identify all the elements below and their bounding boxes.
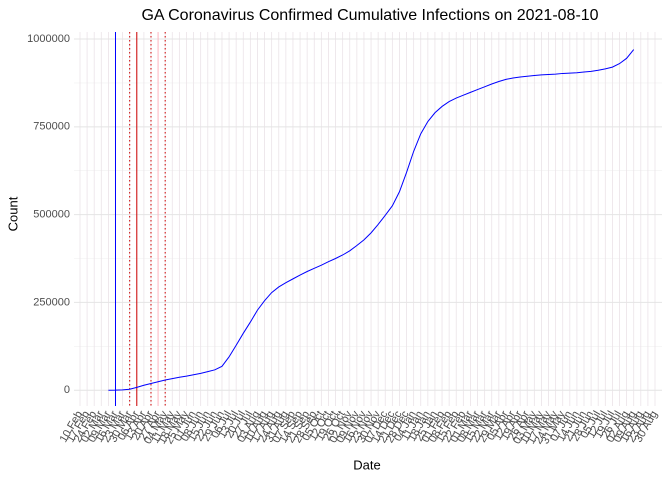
y-tick-label: 1000000 [27,33,70,45]
y-tick-label: 750000 [33,121,70,133]
y-tick-label: 0 [64,384,70,396]
chart-title: GA Coronavirus Confirmed Cumulative Infe… [141,7,598,24]
x-axis-label: Date [353,457,380,472]
data-line [108,49,635,391]
y-tick-label: 250000 [33,296,70,308]
y-tick-label: 500000 [33,209,70,221]
y-axis-label: Count [5,196,20,231]
